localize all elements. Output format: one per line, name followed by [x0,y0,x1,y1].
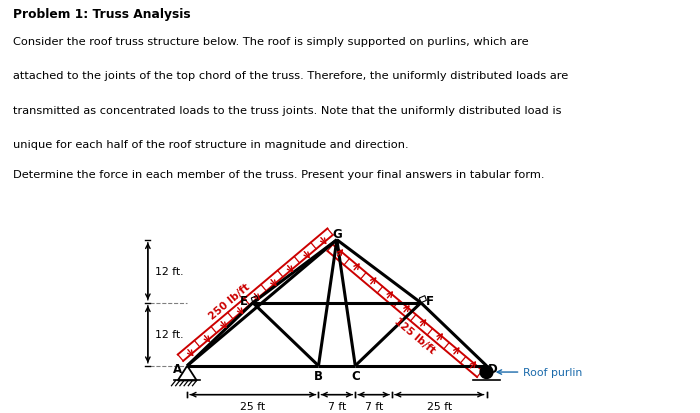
Text: 250 lb/ft: 250 lb/ft [207,281,252,321]
Text: Problem 1: Truss Analysis: Problem 1: Truss Analysis [13,8,190,21]
Text: B: B [314,369,323,382]
Text: 7 ft: 7 ft [328,401,346,411]
Circle shape [480,366,493,378]
Text: Roof purlin: Roof purlin [497,367,582,377]
Text: 12 ft.: 12 ft. [155,266,183,277]
Text: 25 ft: 25 ft [240,401,265,411]
Text: E: E [239,294,247,307]
Text: G: G [332,228,342,240]
Text: unique for each half of the roof structure in magnitude and direction.: unique for each half of the roof structu… [13,140,408,150]
Text: 125 lb/ft: 125 lb/ft [393,316,438,355]
Text: A: A [173,363,182,375]
Text: 12 ft.: 12 ft. [155,330,183,339]
Text: D: D [488,362,498,375]
Text: 7 ft: 7 ft [365,401,383,411]
Text: attached to the joints of the top chord of the truss. Therefore, the uniformly d: attached to the joints of the top chord … [13,71,568,81]
Text: transmitted as concentrated loads to the truss joints. Note that the uniformly d: transmitted as concentrated loads to the… [13,105,561,115]
Text: C: C [351,369,360,382]
Text: 25 ft: 25 ft [427,401,452,411]
Text: F: F [426,294,434,307]
Text: Consider the roof truss structure below. The roof is simply supported on purlins: Consider the roof truss structure below.… [13,37,528,47]
Text: Determine the force in each member of the truss. Present your final answers in t: Determine the force in each member of th… [13,169,544,179]
